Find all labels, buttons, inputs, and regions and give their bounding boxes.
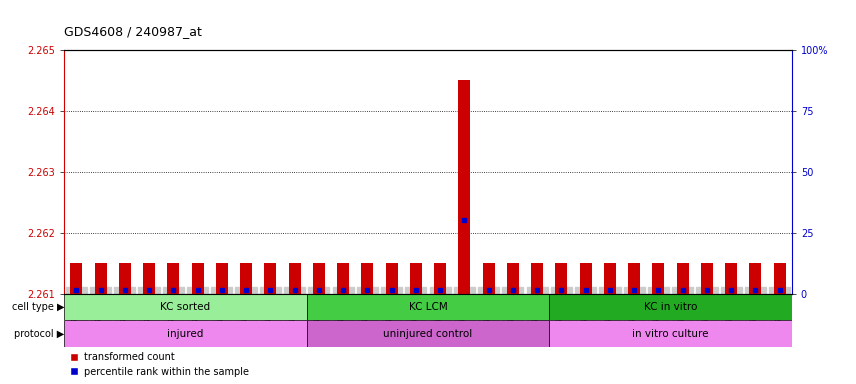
Text: in vitro culture: in vitro culture xyxy=(633,329,709,339)
Bar xyxy=(603,263,616,293)
Text: KC sorted: KC sorted xyxy=(160,302,211,312)
Bar xyxy=(64,293,306,320)
Bar xyxy=(119,263,131,293)
Text: injured: injured xyxy=(167,329,204,339)
Bar xyxy=(192,263,204,293)
Text: GDS4608 / 240987_at: GDS4608 / 240987_at xyxy=(64,25,202,38)
Bar xyxy=(676,263,689,293)
Bar xyxy=(652,263,664,293)
Bar xyxy=(725,263,737,293)
Bar xyxy=(774,263,786,293)
Bar xyxy=(531,263,544,293)
Bar xyxy=(70,263,82,293)
Bar xyxy=(361,263,373,293)
Legend: transformed count, percentile rank within the sample: transformed count, percentile rank withi… xyxy=(69,352,248,377)
Bar xyxy=(550,293,792,320)
Bar xyxy=(434,263,446,293)
Bar xyxy=(458,80,471,293)
Bar xyxy=(265,263,276,293)
Bar xyxy=(701,263,713,293)
Text: uninjured control: uninjured control xyxy=(383,329,473,339)
Bar xyxy=(483,263,495,293)
Bar xyxy=(288,263,300,293)
Bar xyxy=(306,293,550,320)
Bar xyxy=(385,263,398,293)
Bar xyxy=(306,320,550,347)
Bar xyxy=(550,320,792,347)
Bar xyxy=(580,263,591,293)
Bar xyxy=(628,263,640,293)
Bar xyxy=(216,263,228,293)
Bar xyxy=(337,263,349,293)
Text: KC LCM: KC LCM xyxy=(408,302,448,312)
Text: cell type ▶: cell type ▶ xyxy=(12,302,64,312)
Text: protocol ▶: protocol ▶ xyxy=(14,329,64,339)
Bar xyxy=(94,263,107,293)
Bar xyxy=(64,320,306,347)
Text: KC in vitro: KC in vitro xyxy=(644,302,698,312)
Bar xyxy=(312,263,325,293)
Bar xyxy=(749,263,762,293)
Bar xyxy=(167,263,180,293)
Bar xyxy=(143,263,155,293)
Bar xyxy=(507,263,519,293)
Bar xyxy=(240,263,253,293)
Bar xyxy=(556,263,568,293)
Bar xyxy=(410,263,422,293)
